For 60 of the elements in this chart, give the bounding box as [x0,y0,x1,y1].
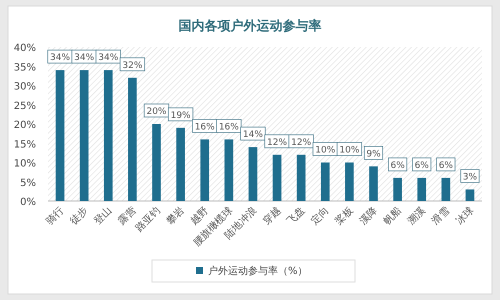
bar [393,178,402,201]
data-label: 6% [438,160,454,171]
bar [417,178,426,201]
y-tick-label: 10% [14,158,36,170]
bar [369,166,378,201]
y-tick-label: 20% [14,120,36,131]
y-tick-label: 30% [14,82,36,92]
data-label: 34% [50,53,70,64]
bar [104,70,113,201]
bar [296,154,306,201]
bar [320,162,330,201]
data-label: 10% [315,146,336,156]
data-label: 6% [390,160,406,171]
data-label: 16% [218,122,240,132]
data-label: 10% [339,146,360,156]
bar [248,147,258,201]
y-tick-label: 25% [14,100,36,112]
x-tick-label: 骑行 [44,205,66,228]
bar [272,154,282,201]
bar [56,70,64,201]
bar [176,128,185,201]
bar [224,139,234,201]
chart-title: 国内各项户外运动参与率 [178,18,322,34]
data-label: 6% [414,160,430,171]
bar [466,189,474,201]
x-tick-label: 溪降 [356,204,380,228]
bar [152,124,161,201]
bar [441,178,450,201]
x-tick-label: 帆船 [381,204,404,228]
y-tick-label: 0% [20,197,36,208]
x-tick-label: 穿越 [260,204,284,228]
y-tick-label: 5% [20,178,36,189]
x-tick-label: 徒步 [68,204,90,228]
legend-label: 户外运动参与率（%） [208,265,308,277]
data-label: 14% [242,130,264,140]
x-tick-label: 溯溪 [405,204,428,228]
x-tick-label: 飞盘 [284,204,308,228]
x-tick-label: 滑雪 [429,204,452,228]
y-tick-label: 15% [14,139,36,150]
data-label: 34% [98,53,119,64]
data-label: 12% [267,138,288,148]
y-tick-label: 40% [14,43,36,54]
x-tick-label: 攀岩 [164,204,187,228]
data-label: 20% [146,107,167,117]
data-label: 34% [74,53,95,64]
bar [128,78,137,201]
data-label: 19% [170,110,192,121]
bar [345,162,354,201]
data-label: 9% [366,149,382,160]
data-label: 3% [462,172,478,182]
bar [200,139,210,201]
data-label: 16% [194,122,216,132]
data-label: 12% [291,138,312,148]
bar [80,70,89,201]
data-label: 32% [122,60,143,71]
x-tick-label: 定向 [308,204,332,228]
x-tick-label: 登山 [92,204,114,228]
y-tick-label: 35% [14,62,36,74]
x-tick-label: 冰球 [453,204,476,228]
x-tick-label: 桨板 [332,204,356,228]
